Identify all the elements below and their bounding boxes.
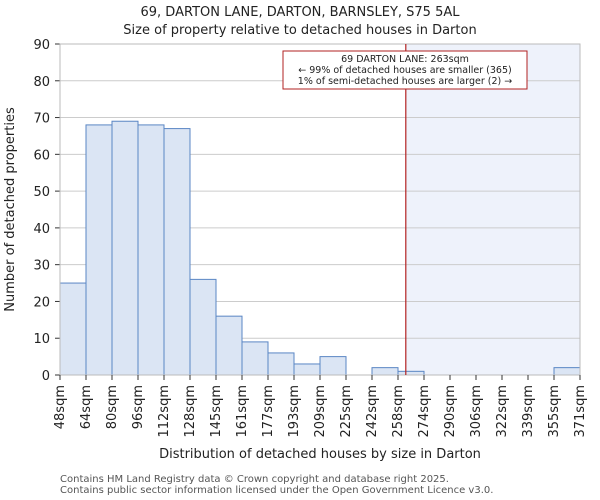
histogram-bar [293, 363, 321, 376]
histogram-bar [397, 370, 425, 376]
chart-title: 69, DARTON LANE, DARTON, BARNSLEY, S75 5… [140, 5, 460, 20]
highlight-region [405, 44, 580, 375]
y-tick-label: 20 [33, 295, 50, 310]
x-tick-label: 112sqm [157, 385, 172, 438]
x-tick-label: 306sqm [469, 385, 484, 438]
x-tick-label: 128sqm [183, 385, 198, 438]
x-axis-label: Distribution of detached houses by size … [159, 447, 481, 462]
x-tick-label: 64sqm [79, 385, 94, 429]
histogram-bar [163, 128, 191, 376]
x-tick-label: 177sqm [261, 385, 276, 438]
chart-subtitle: Size of property relative to detached ho… [123, 23, 477, 38]
histogram-bar [111, 120, 139, 376]
annotation-line: ← 99% of detached houses are smaller (36… [298, 65, 511, 76]
x-tick-label: 80sqm [105, 385, 120, 429]
annotation-line: 1% of semi-detached houses are larger (2… [298, 76, 512, 87]
x-tick-label: 242sqm [365, 385, 380, 438]
y-tick-label: 90 [33, 38, 50, 53]
histogram-bar [215, 315, 243, 376]
histogram-bar [553, 367, 581, 376]
y-tick-label: 0 [42, 369, 50, 384]
x-tick-label: 290sqm [443, 385, 458, 438]
x-tick-label: 48sqm [53, 385, 68, 429]
annotation-line: 69 DARTON LANE: 263sqm [341, 54, 469, 65]
histogram-bar [59, 282, 87, 376]
histogram-bar [371, 367, 399, 376]
x-tick-label: 145sqm [209, 385, 224, 438]
histogram-bar [241, 341, 269, 376]
y-axis-label: Number of detached properties [3, 107, 18, 312]
x-tick-label: 339sqm [521, 385, 536, 438]
x-tick-label: 355sqm [547, 385, 562, 438]
y-tick-label: 50 [33, 185, 50, 200]
x-tick-label: 225sqm [339, 385, 354, 438]
footer-line-1: Contains HM Land Registry data © Crown c… [60, 474, 449, 485]
annotation-box [282, 50, 528, 90]
y-tick-label: 40 [33, 222, 50, 237]
footer-line-2: Contains public sector information licen… [60, 485, 494, 496]
histogram-bar [189, 278, 217, 376]
histogram-bar [137, 124, 165, 376]
x-tick-label: 209sqm [313, 385, 328, 438]
x-tick-label: 371sqm [573, 385, 588, 438]
histogram-bar [267, 352, 295, 376]
y-tick-label: 30 [33, 259, 50, 274]
x-tick-label: 258sqm [391, 385, 406, 438]
x-tick-label: 96sqm [131, 385, 146, 429]
x-tick-label: 322sqm [495, 385, 510, 438]
y-tick-label: 70 [33, 112, 50, 127]
y-tick-label: 60 [33, 148, 50, 163]
x-tick-label: 161sqm [235, 385, 250, 438]
y-tick-label: 10 [33, 332, 50, 347]
histogram-bar [319, 356, 347, 376]
x-tick-label: 193sqm [287, 385, 302, 438]
histogram-bar [85, 124, 113, 376]
y-tick-label: 80 [33, 75, 50, 90]
x-tick-label: 274sqm [417, 385, 432, 438]
